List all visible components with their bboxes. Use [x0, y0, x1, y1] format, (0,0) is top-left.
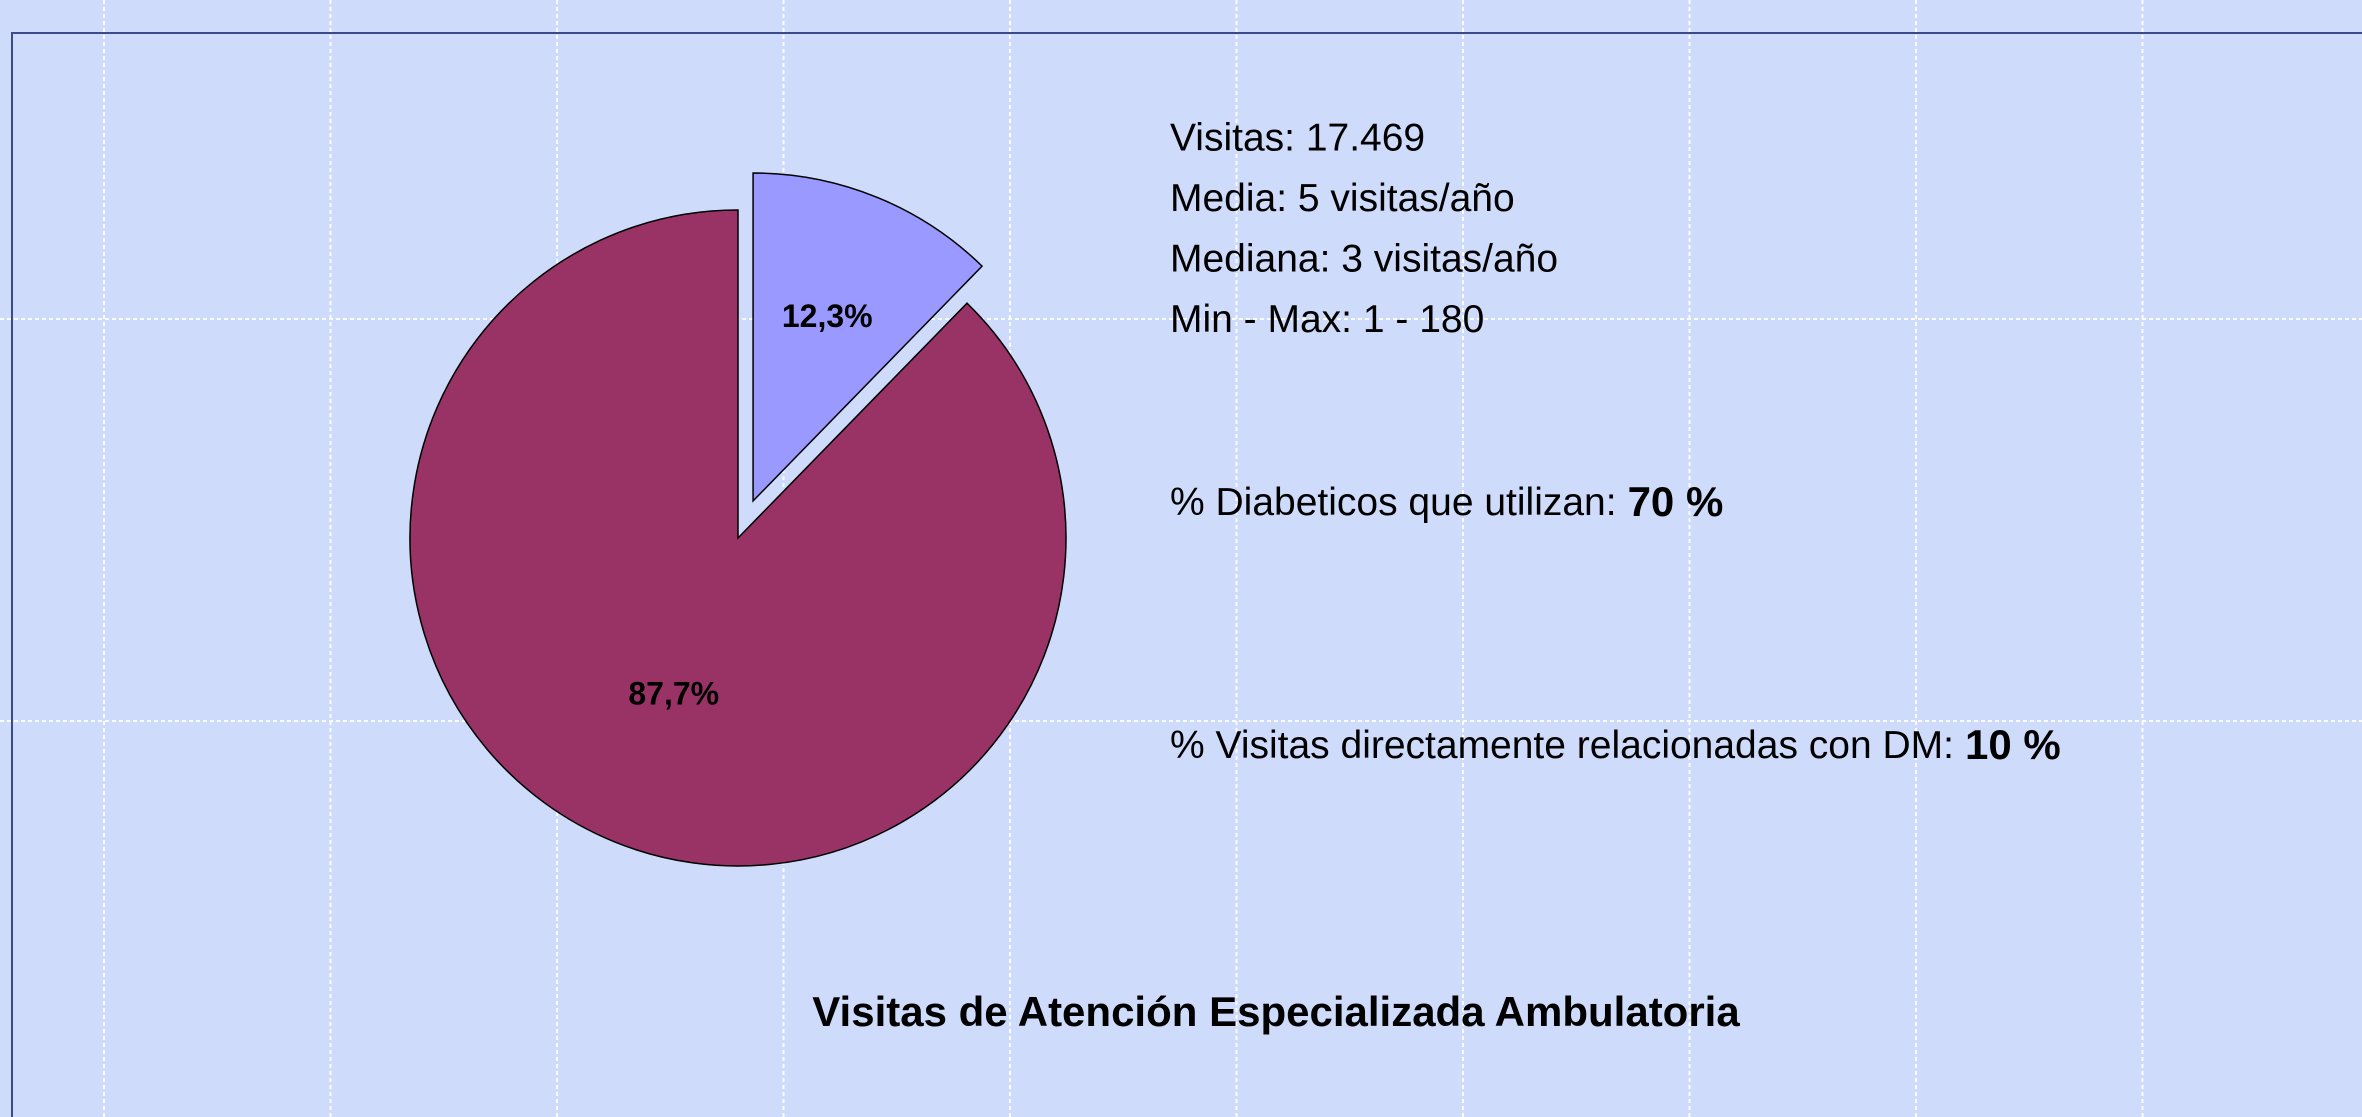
- pie: 12,3% 87,7%: [409, 172, 1067, 867]
- data-label: 87,7%: [628, 675, 719, 711]
- data-label: 12,3%: [782, 298, 873, 334]
- highlight-line: % Diabeticos que utilizan: 70 %: [1170, 478, 1723, 525]
- pie-slice: [409, 209, 1067, 867]
- highlight-text: % Visitas directamente relacionadas con …: [1170, 724, 1954, 767]
- annotations: Visitas: 17.469 Media: 5 visitas/año Media…: [1170, 116, 2061, 768]
- stat-line: Min - Max: 1 - 180: [1170, 298, 1484, 341]
- highlight-text: % Diabeticos que utilizan:: [1170, 481, 1617, 524]
- frame: [11, 32, 2362, 1117]
- stat-line: Visitas: 17.469: [1170, 116, 1425, 159]
- stat-line: Mediana: 3 visitas/año: [1170, 237, 1558, 280]
- stat-line: Media: 5 visitas/año: [1170, 177, 1515, 220]
- highlight-line: % Visitas directamente relacionadas con …: [1170, 721, 2061, 768]
- chart-title: Visitas de Atención Especializada Ambula…: [812, 988, 1740, 1035]
- highlight-value: 70 %: [1628, 478, 1724, 525]
- pie-slice: [752, 172, 984, 503]
- highlight-value: 10 %: [1965, 721, 2061, 768]
